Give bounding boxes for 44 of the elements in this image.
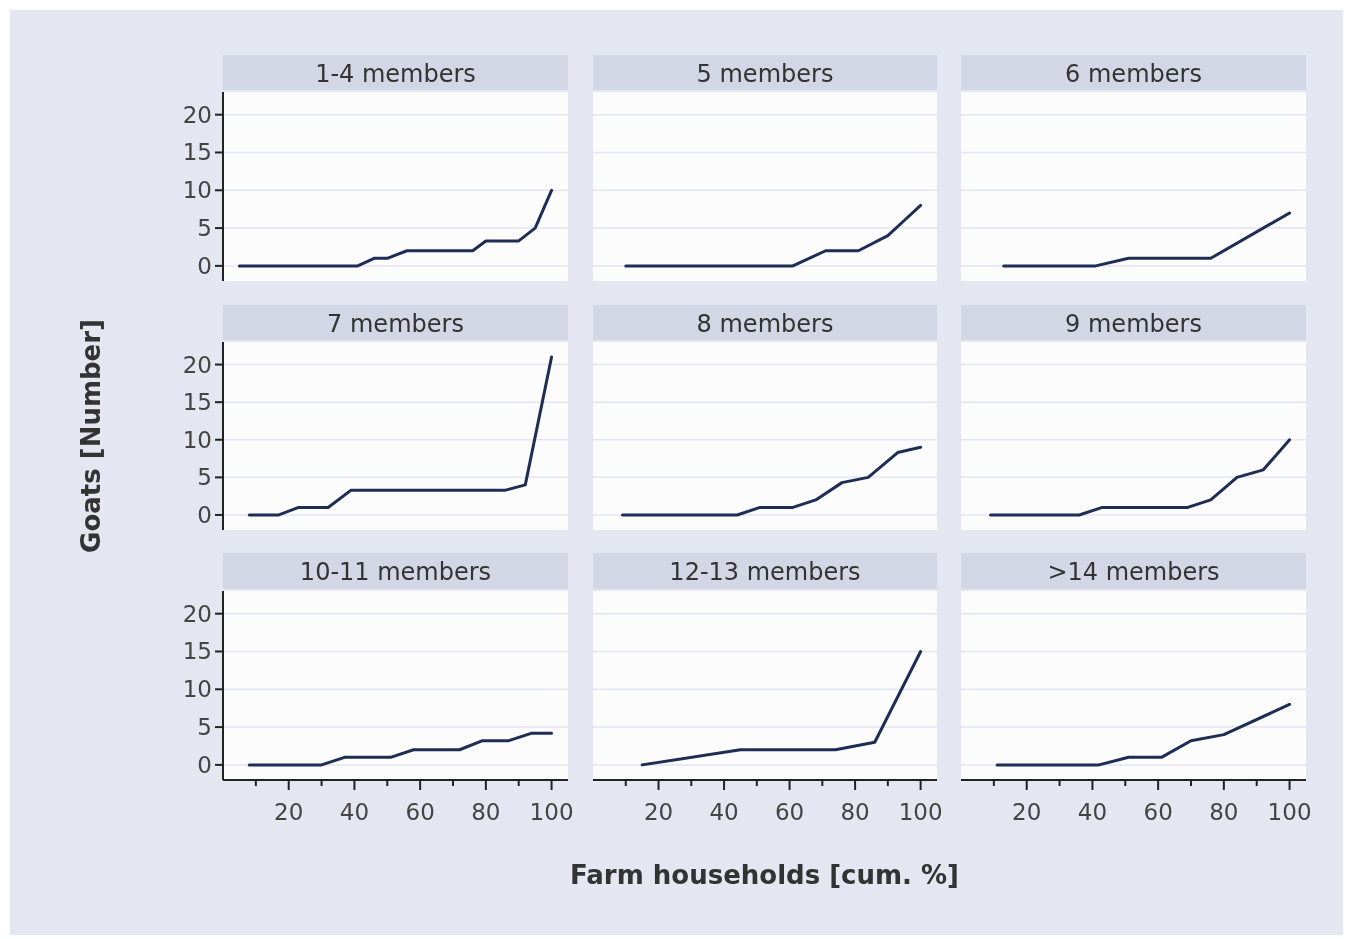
chart-title: 7 members	[327, 309, 464, 338]
y-tick-label: 10	[182, 426, 212, 453]
x-tick-label: 40	[339, 799, 370, 825]
y-tick-label: 0	[197, 501, 212, 528]
x-tick-label: 60	[1143, 799, 1173, 825]
y-tick-label: 20	[182, 101, 212, 128]
x-tick-label: 80	[471, 799, 501, 825]
y-tick-label: 5	[197, 714, 212, 741]
y-tick-label: 20	[182, 351, 212, 378]
x-tick-label: 80	[840, 799, 870, 825]
y-tick-label: 5	[197, 464, 212, 491]
x-tick-label: 20	[643, 799, 674, 825]
y-tick-label: 15	[182, 389, 212, 416]
chart-title: 12-13 members	[669, 558, 861, 586]
x-tick-label: 20	[1012, 799, 1042, 825]
chart-title: 9 members	[1065, 309, 1202, 338]
y-tick-label: 0	[197, 252, 212, 279]
chart-title: 10-11 members	[299, 558, 492, 586]
x-tick-label: 40	[1077, 799, 1108, 825]
y-tick-label: 10	[182, 676, 212, 703]
x-tick-label: 100	[898, 799, 943, 825]
chart-title: 1-4 members	[315, 59, 476, 88]
y-axis-title: Goats [Number]	[76, 319, 106, 553]
chart-title: 8 members	[696, 309, 834, 338]
line-series	[237, 188, 554, 268]
chart-title: 6 members	[1065, 59, 1202, 88]
y-tick-label: 20	[182, 600, 212, 627]
y-tick-label: 15	[182, 638, 212, 665]
y-tick-label: 0	[197, 751, 212, 778]
x-tick-label: 80	[1209, 799, 1239, 825]
y-tick-label: 5	[197, 215, 212, 242]
x-axis-title: Farm households [cum. %]	[570, 860, 959, 890]
chart-title: 5 members	[696, 59, 834, 88]
x-tick-label: 100	[1267, 799, 1312, 825]
y-tick-label: 10	[182, 177, 212, 204]
x-tick-label: 100	[529, 799, 574, 825]
x-tick-label: 60	[405, 799, 435, 825]
y-tick-label: 15	[182, 139, 212, 166]
x-tick-label: 20	[274, 799, 304, 825]
chart-title: >14 members	[1047, 558, 1220, 586]
line-series	[247, 355, 554, 517]
x-tick-label: 60	[774, 799, 805, 825]
x-tick-label: 40	[709, 799, 739, 825]
line-series	[247, 731, 554, 767]
